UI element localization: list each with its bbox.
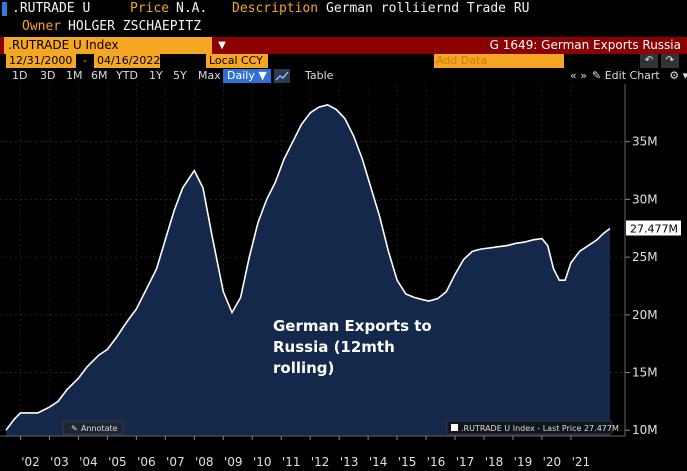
legend-text: .RUTRADE U Index - Last Price 27.477M bbox=[461, 424, 619, 433]
y-axis: 10M 15M 20M 25M 30M 35M bbox=[625, 135, 658, 437]
annotate-button[interactable]: ✎ Annotate bbox=[62, 420, 124, 435]
start-date-input[interactable]: 12/31/2000 bbox=[6, 54, 76, 68]
date-range-row: 12/31/2000 - 04/16/2022 Local CCY Add Da… bbox=[0, 54, 687, 68]
undo-icon[interactable]: ↶ bbox=[640, 54, 658, 68]
last-value-label: 27.477M bbox=[630, 223, 678, 236]
x-tick-label: '07 bbox=[166, 455, 185, 469]
x-tick-label: '10 bbox=[253, 455, 272, 469]
security-input[interactable]: .RUTRADE U Index bbox=[4, 37, 212, 54]
owner-label: Owner bbox=[22, 19, 62, 34]
area-fill bbox=[6, 104, 610, 437]
range-max-button[interactable]: Max bbox=[198, 69, 221, 82]
annotate-label: Annotate bbox=[81, 424, 118, 433]
security-menu-icon[interactable]: ▼ bbox=[218, 40, 226, 51]
y-tick-label: 15M bbox=[632, 366, 658, 380]
y-tick-label: 30M bbox=[632, 192, 658, 206]
date-separator: - bbox=[83, 54, 87, 67]
x-tick-label: '20 bbox=[543, 455, 562, 469]
owner-row: Owner HOLGER ZSCHAEPITZ bbox=[0, 18, 687, 36]
range-6m-button[interactable]: 6M bbox=[91, 69, 108, 82]
x-tick-label: '15 bbox=[398, 455, 417, 469]
x-tick-label: '19 bbox=[514, 455, 533, 469]
price-value: N.A. bbox=[176, 1, 208, 16]
x-tick-label: '13 bbox=[340, 455, 359, 469]
range-1d-button[interactable]: 1D bbox=[12, 69, 28, 82]
annotation-line-3: rolling) bbox=[273, 359, 334, 377]
x-tick-label: '06 bbox=[137, 455, 156, 469]
last-value-tag: 27.477M bbox=[626, 220, 681, 236]
x-tick-label: '09 bbox=[224, 455, 243, 469]
x-tick-label: '17 bbox=[456, 455, 475, 469]
currency-select[interactable]: Local CCY bbox=[206, 54, 268, 68]
security-header: .RUTRADE U Price N.A. Description German… bbox=[0, 0, 687, 18]
x-tick-label: '14 bbox=[369, 455, 388, 469]
frequency-select[interactable]: Daily ▼ bbox=[223, 69, 271, 83]
table-button[interactable]: Table bbox=[305, 69, 334, 82]
annotation-line-2: Russia (12mth bbox=[273, 338, 395, 356]
range-3d-button[interactable]: 3D bbox=[40, 69, 56, 82]
annotation-line-1: German Exports to bbox=[273, 317, 432, 335]
description-label: Description bbox=[232, 1, 319, 16]
x-tick-label: '11 bbox=[282, 455, 301, 469]
owner-value: HOLGER ZSCHAEPITZ bbox=[68, 19, 202, 34]
chart-area: 10M 15M 20M 25M 30M 35M '02 '03 '04 '05 '06 '07 '08… bbox=[0, 84, 687, 471]
x-tick-label: '03 bbox=[50, 455, 69, 469]
legend-swatch bbox=[451, 424, 458, 431]
edit-chart-button[interactable]: ✎ Edit Chart bbox=[592, 69, 660, 82]
chart-function-title: G 1649: German Exports Russia bbox=[489, 38, 681, 52]
y-tick-label: 35M bbox=[632, 135, 658, 149]
redo-icon[interactable]: ↷ bbox=[661, 54, 679, 68]
range-1m-button[interactable]: 1M bbox=[66, 69, 83, 82]
scroll-left-icon[interactable]: « bbox=[570, 69, 577, 82]
y-tick-label: 25M bbox=[632, 250, 658, 264]
legend: .RUTRADE U Index - Last Price 27.477M bbox=[446, 420, 619, 435]
y-tick-label: 20M bbox=[632, 308, 658, 322]
range-1y-button[interactable]: 1Y bbox=[149, 69, 163, 82]
gear-icon[interactable]: ⚙ bbox=[669, 69, 680, 82]
x-tick-label: '12 bbox=[311, 455, 330, 469]
scroll-right-icon[interactable]: » bbox=[580, 69, 587, 82]
end-date-input[interactable]: 04/16/2022 bbox=[94, 54, 160, 68]
range-toolbar: 1D 3D 1M 6M YTD 1Y 5Y Max Daily ▼ Table … bbox=[0, 68, 687, 84]
x-tick-label: '18 bbox=[485, 455, 504, 469]
y-tick-label: 10M bbox=[632, 423, 658, 437]
security-title-bar: .RUTRADE U Index ▼ G 1649: German Export… bbox=[0, 37, 687, 54]
price-chart[interactable]: 10M 15M 20M 25M 30M 35M '02 '03 '04 '05 '06 '07 '08… bbox=[0, 84, 687, 471]
chart-type-icon[interactable] bbox=[274, 69, 290, 83]
price-label: Price bbox=[130, 1, 170, 16]
series-line bbox=[5, 103, 611, 431]
range-5y-button[interactable]: 5Y bbox=[173, 69, 187, 82]
x-tick-label: '05 bbox=[108, 455, 127, 469]
range-ytd-button[interactable]: YTD bbox=[116, 69, 138, 82]
chevron-down-icon[interactable]: ▾ bbox=[682, 69, 687, 82]
description-value: German rolliiernd Trade RU bbox=[326, 1, 530, 16]
add-data-input[interactable]: Add Data bbox=[434, 54, 564, 68]
x-tick-label: '08 bbox=[195, 455, 214, 469]
ticker-label: .RUTRADE U bbox=[12, 1, 91, 16]
header-accent-bar bbox=[2, 2, 7, 16]
x-axis: '02 '03 '04 '05 '06 '07 '08 '09 '10 '11 '12 '13 '14 '… bbox=[19, 436, 591, 469]
x-tick-label: '21 bbox=[572, 455, 591, 469]
annotate-pencil-icon: ✎ bbox=[71, 424, 78, 433]
x-tick-label: '04 bbox=[79, 455, 98, 469]
x-tick-label: '16 bbox=[427, 455, 446, 469]
x-tick-label: '02 bbox=[21, 455, 40, 469]
